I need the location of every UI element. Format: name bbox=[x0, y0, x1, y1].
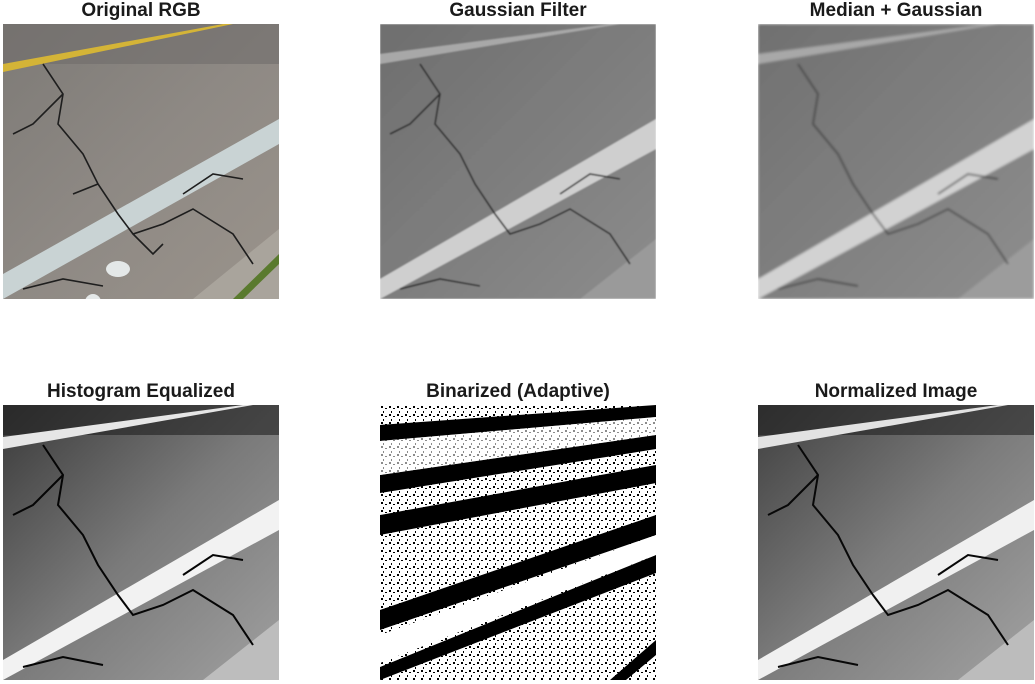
histogram-equalized-image bbox=[3, 405, 279, 680]
panel-title: Normalized Image bbox=[728, 381, 1035, 403]
panel-title: Histogram Equalized bbox=[0, 381, 309, 403]
panel-title: Binarized (Adaptive) bbox=[350, 381, 686, 403]
median-gaussian-image bbox=[758, 24, 1034, 299]
binarized-adaptive-image bbox=[380, 405, 656, 680]
panel-title: Median + Gaussian bbox=[728, 0, 1035, 22]
panel-title: Original RGB bbox=[0, 0, 309, 22]
normalized-image bbox=[758, 405, 1034, 680]
original-rgb-image bbox=[3, 24, 279, 299]
gaussian-filter-image bbox=[380, 24, 656, 299]
panel-title: Gaussian Filter bbox=[350, 0, 686, 22]
